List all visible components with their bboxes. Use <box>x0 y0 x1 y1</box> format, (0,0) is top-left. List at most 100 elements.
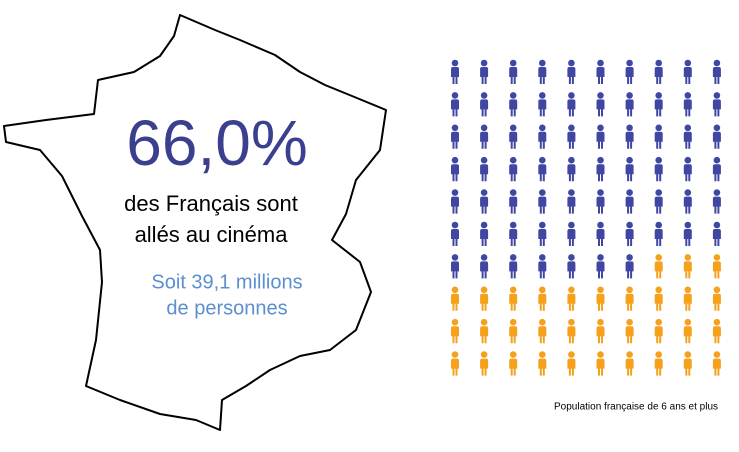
person-icon <box>596 92 605 117</box>
person-icon <box>480 59 489 84</box>
person-icon <box>567 92 576 117</box>
person-icon <box>509 351 518 376</box>
person-icon <box>596 221 605 246</box>
text-line: allés au cinéma <box>135 222 289 247</box>
person-icon <box>451 156 459 182</box>
person-icon <box>654 59 663 84</box>
person-icon <box>654 124 663 149</box>
person-icon <box>683 221 692 246</box>
person-icon <box>538 124 547 149</box>
person-icon <box>712 286 721 311</box>
person-icon <box>509 286 518 311</box>
person-icon <box>654 156 663 182</box>
person-icon <box>712 59 721 84</box>
person-icon <box>625 351 634 376</box>
person-icon <box>538 156 547 182</box>
person-icon <box>596 318 605 344</box>
person-icon <box>596 189 605 214</box>
person-icon <box>625 221 634 246</box>
person-icon <box>683 254 692 279</box>
person-icon <box>567 221 576 246</box>
icon-grid <box>451 59 721 376</box>
person-icon <box>451 351 459 376</box>
person-icon <box>509 189 518 214</box>
person-icon <box>567 351 576 376</box>
person-icon <box>567 318 576 344</box>
person-icon <box>538 59 547 84</box>
person-icon <box>654 351 663 376</box>
person-icon <box>538 221 547 246</box>
person-icon <box>683 318 692 344</box>
person-icon <box>712 189 721 214</box>
person-icon <box>567 59 576 84</box>
person-icon <box>625 59 634 84</box>
person-icon <box>654 286 663 311</box>
person-icon <box>625 254 634 279</box>
person-icon <box>480 92 489 117</box>
person-icon <box>683 156 692 182</box>
person-icon <box>596 254 605 279</box>
person-icon <box>625 124 634 149</box>
subtext-line: de personnes <box>166 297 287 319</box>
person-icon <box>712 124 721 149</box>
person-icon <box>451 318 459 344</box>
person-icon <box>625 92 634 117</box>
person-icon <box>567 286 576 311</box>
person-icon <box>596 351 605 376</box>
person-icon <box>596 286 605 311</box>
person-icon <box>712 221 721 246</box>
person-icon <box>625 156 634 182</box>
person-icon <box>509 221 518 246</box>
person-icon <box>567 254 576 279</box>
person-icon <box>509 92 518 117</box>
person-icon <box>683 124 692 149</box>
person-icon <box>567 189 576 214</box>
person-icon <box>683 59 692 84</box>
person-icon <box>683 351 692 376</box>
person-icon <box>625 286 634 311</box>
person-icon <box>451 286 459 311</box>
person-icon <box>509 124 518 149</box>
person-icon <box>480 318 489 344</box>
person-icon <box>480 221 489 246</box>
person-icon <box>654 189 663 214</box>
person-icon <box>538 92 547 117</box>
person-icon <box>596 156 605 182</box>
person-icon <box>509 318 518 344</box>
person-icon <box>480 156 489 182</box>
person-icon <box>509 59 518 84</box>
headline: 66,0% <box>126 107 307 179</box>
person-icon <box>480 254 489 279</box>
caption: Population française de 6 ans et plus <box>554 402 718 413</box>
person-icon <box>712 92 721 117</box>
person-icon <box>712 351 721 376</box>
person-icon <box>480 351 489 376</box>
person-icon <box>625 189 634 214</box>
person-icon <box>654 221 663 246</box>
person-icon <box>451 221 459 246</box>
person-icon <box>480 286 489 311</box>
person-icon <box>538 351 547 376</box>
text-line: des Français sont <box>124 191 298 216</box>
person-icon <box>567 156 576 182</box>
person-icon <box>567 124 576 149</box>
person-icon <box>596 124 605 149</box>
person-icon <box>509 254 518 279</box>
subtext-line: Soit 39,1 millions <box>151 271 302 293</box>
person-icon <box>451 124 459 149</box>
person-icon <box>625 318 634 344</box>
person-icon <box>712 156 721 182</box>
person-icon <box>654 254 663 279</box>
person-icon <box>683 92 692 117</box>
person-icon <box>683 189 692 214</box>
person-icon <box>683 286 692 311</box>
person-icon <box>480 189 489 214</box>
person-icon <box>538 318 547 344</box>
person-icon <box>596 59 605 84</box>
person-icon <box>480 124 489 149</box>
person-icon <box>451 59 459 84</box>
person-icon <box>654 92 663 117</box>
person-icon <box>538 189 547 214</box>
person-icon <box>451 254 459 279</box>
